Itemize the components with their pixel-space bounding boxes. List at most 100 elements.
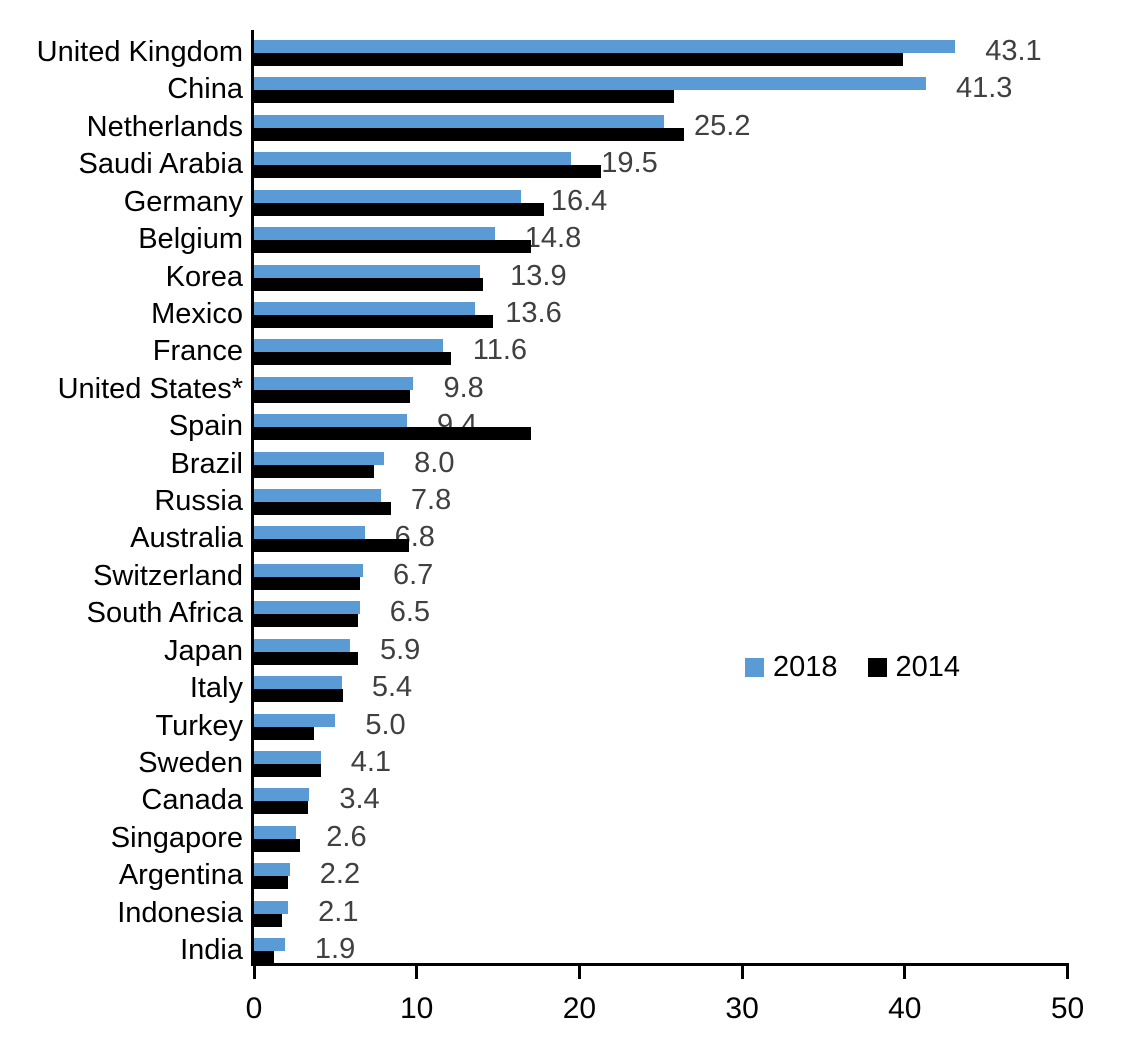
bar-2018 [254, 77, 926, 91]
category-label: Turkey [155, 709, 243, 742]
bar-2018 [254, 788, 310, 802]
legend-item-2014: 2014 [867, 651, 961, 683]
bar-2018 [254, 414, 407, 428]
value-label: 5.9 [379, 633, 421, 666]
category-label: Sweden [138, 746, 243, 779]
bar-2018 [254, 526, 365, 540]
bar-2014 [254, 539, 409, 553]
value-label: 5.4 [371, 671, 413, 704]
value-label: 4.1 [350, 745, 392, 778]
bar-2018 [254, 750, 321, 764]
bar-2018 [254, 938, 285, 952]
y-axis-line [251, 30, 254, 966]
category-label: India [180, 934, 243, 967]
value-label: 5.0 [365, 708, 406, 741]
value-label: 2.6 [326, 820, 367, 853]
x-axis-tick-label: 40 [888, 992, 922, 1025]
category-label: United Kingdom [36, 36, 243, 68]
category-label: Korea [165, 260, 243, 293]
category-label: Spain [168, 410, 243, 443]
category-label: Netherlands [86, 110, 243, 143]
bar-2014 [254, 389, 411, 403]
bar-2014 [254, 314, 494, 328]
value-label: 25.2 [694, 109, 751, 142]
bar-2014 [254, 464, 375, 478]
legend-item-2018: 2018 [745, 653, 838, 682]
value-label: 6.7 [393, 558, 434, 591]
value-label: 13.6 [505, 296, 562, 329]
bar-2018 [254, 863, 290, 877]
legend-swatch-icon [867, 658, 887, 677]
bar-2014 [254, 651, 359, 665]
bar-2018 [254, 676, 342, 690]
bar-2018 [254, 376, 414, 390]
bar-2018 [254, 563, 363, 577]
category-label: Indonesia [117, 896, 243, 929]
value-label: 2.2 [319, 858, 361, 891]
category-label: Australia [130, 522, 243, 555]
x-axis-tick-label: 10 [400, 992, 434, 1025]
legend-label: 2014 [895, 651, 961, 683]
bar-2014 [254, 801, 308, 815]
bar-2014 [254, 576, 360, 590]
category-label: Saudi Arabia [78, 148, 243, 181]
category-label: United States* [57, 372, 243, 405]
value-label: 3.4 [339, 783, 380, 816]
category-label: Russia [154, 485, 243, 518]
bar-2014 [254, 502, 391, 516]
value-label: 8.0 [414, 446, 455, 479]
bar-2018 [254, 601, 360, 615]
bar-2014 [254, 202, 544, 216]
legend: 2018 2014 [745, 653, 960, 682]
category-label: Belgium [138, 223, 243, 256]
x-axis-tick [1066, 966, 1069, 979]
bar-2014 [254, 614, 359, 628]
bar-2014 [254, 90, 674, 104]
value-label: 11.6 [472, 334, 528, 367]
x-axis-tick [415, 966, 419, 979]
x-axis-tick-label: 20 [562, 992, 597, 1025]
category-label: Singapore [110, 821, 243, 854]
bar-2014 [254, 689, 344, 703]
legend-swatch-icon [745, 658, 764, 677]
bar-2014 [254, 53, 904, 66]
value-label: 13.9 [510, 259, 567, 292]
bar-2018 [254, 40, 956, 53]
category-label: South Africa [86, 597, 243, 630]
bar-2018 [254, 825, 297, 839]
legend-label: 2018 [773, 651, 838, 683]
category-label: Germany [123, 185, 243, 218]
category-label: China [167, 73, 243, 106]
value-label: 1.9 [314, 933, 356, 966]
x-axis-line [251, 963, 1069, 966]
bar-2014 [254, 240, 531, 254]
bar-2018 [254, 638, 350, 652]
value-label: 16.4 [550, 184, 608, 217]
bar-2014 [254, 726, 315, 740]
bar-2018 [254, 900, 289, 914]
bar-2018 [254, 189, 521, 203]
x-axis-tick [577, 966, 581, 979]
value-label: 9.8 [443, 371, 484, 404]
category-label: Japan [163, 634, 243, 667]
bar-2014 [254, 127, 684, 141]
bar-2018 [254, 114, 664, 128]
category-label: France [152, 335, 243, 368]
bar-2014 [254, 277, 484, 291]
bar-2014 [254, 352, 451, 366]
x-axis-tick-label: 0 [245, 992, 263, 1025]
bar-2014 [254, 427, 531, 441]
value-label: 14.8 [524, 222, 582, 255]
bar-2014 [254, 951, 274, 965]
category-label: Canada [141, 784, 243, 817]
bar-2018 [254, 264, 481, 278]
bar-2018 [254, 227, 495, 241]
bar-2014 [254, 165, 601, 179]
x-axis-tick [903, 966, 907, 979]
category-label: Argentina [118, 859, 243, 892]
bar-2014 [254, 838, 300, 852]
bar-2018 [254, 152, 572, 166]
bar-2018 [254, 489, 381, 503]
bar-2018 [254, 301, 476, 315]
